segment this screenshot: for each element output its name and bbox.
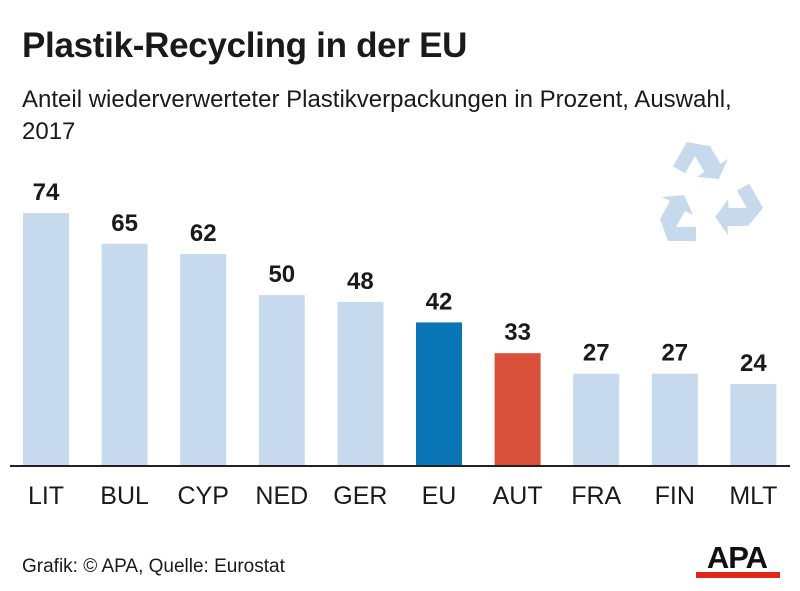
value-label-aut: 33 (504, 319, 531, 346)
value-label-fra: 27 (583, 340, 610, 367)
value-label-ger: 48 (347, 268, 374, 295)
value-label-bul: 65 (111, 210, 138, 237)
recycling-arrow-3 (715, 183, 764, 236)
recycling-arrow-2 (672, 142, 728, 179)
chart-title: Plastik-Recycling in der EU (22, 26, 468, 65)
bars-group (23, 213, 777, 466)
value-label-mlt: 24 (740, 350, 767, 377)
category-label-ned: NED (255, 482, 308, 510)
value-labels-group: 74 65 62 50 48 42 33 27 27 24 (33, 179, 768, 377)
category-label-eu: EU (422, 482, 457, 510)
apa-logo-text: APA (707, 541, 768, 575)
value-label-fin: 27 (661, 340, 688, 367)
apa-logo: APA (696, 541, 780, 578)
category-label-lit: LIT (28, 482, 64, 510)
category-label-bul: BUL (100, 482, 149, 510)
bar-lit (23, 213, 69, 466)
bar-mlt (730, 383, 777, 466)
category-label-fra: FRA (571, 482, 621, 510)
category-labels-group: LIT BUL CYP NED GER EU AUT FRA FIN MLT (28, 482, 778, 510)
category-label-aut: AUT (493, 482, 543, 510)
bar-cyp (180, 254, 227, 466)
category-label-cyp: CYP (177, 482, 228, 510)
bar-bul (101, 243, 148, 466)
bar-aut (494, 353, 541, 466)
recycling-arrow-1 (660, 195, 696, 241)
recycling-icon (660, 142, 764, 241)
category-label-fin: FIN (655, 482, 695, 510)
bar-chart: 74 65 62 50 48 42 33 27 27 24 LIT BUL CYP NED GER EU AU… (10, 142, 790, 510)
bar-fra (573, 373, 620, 466)
chart-subtitle: Anteil wiederverwerteter Plastikverpacku… (22, 86, 732, 145)
value-label-lit: 74 (33, 179, 60, 206)
bar-fin (651, 373, 698, 466)
bar-ned (258, 295, 305, 466)
value-label-ned: 50 (268, 261, 295, 288)
value-label-cyp: 62 (190, 220, 217, 247)
bar-eu (416, 322, 462, 466)
bar-ger (337, 301, 384, 466)
category-label-mlt: MLT (729, 482, 777, 510)
apa-logo-accent (696, 572, 780, 578)
category-label-ger: GER (333, 482, 387, 510)
source-note: Grafik: © APA, Quelle: Eurostat (22, 556, 285, 577)
value-label-eu: 42 (426, 288, 453, 315)
